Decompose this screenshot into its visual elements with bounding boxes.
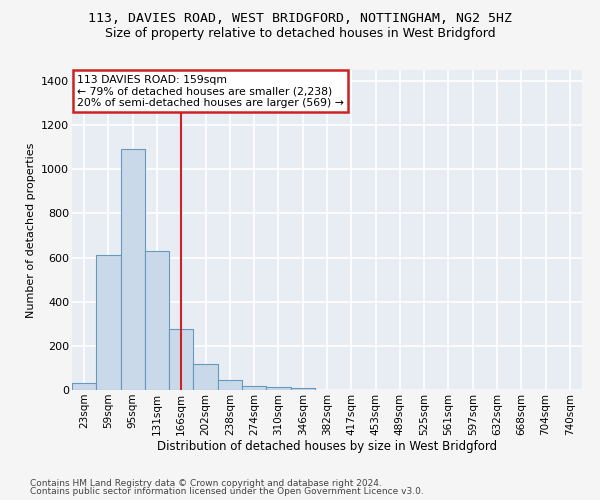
Text: 113 DAVIES ROAD: 159sqm
← 79% of detached houses are smaller (2,238)
20% of semi: 113 DAVIES ROAD: 159sqm ← 79% of detache… [77, 75, 344, 108]
Y-axis label: Number of detached properties: Number of detached properties [26, 142, 35, 318]
Bar [169, 330, 193, 390]
Text: Size of property relative to detached houses in West Bridgford: Size of property relative to detached ho… [104, 28, 496, 40]
Text: Contains public sector information licensed under the Open Government Licence v3: Contains public sector information licen… [30, 487, 424, 496]
Bar [121, 150, 145, 390]
Bar [242, 386, 266, 390]
Text: 113, DAVIES ROAD, WEST BRIDGFORD, NOTTINGHAM, NG2 5HZ: 113, DAVIES ROAD, WEST BRIDGFORD, NOTTIN… [88, 12, 512, 26]
X-axis label: Distribution of detached houses by size in West Bridgford: Distribution of detached houses by size … [157, 440, 497, 454]
Bar [266, 386, 290, 390]
Bar [145, 251, 169, 390]
Text: Contains HM Land Registry data © Crown copyright and database right 2024.: Contains HM Land Registry data © Crown c… [30, 478, 382, 488]
Bar [218, 380, 242, 390]
Bar [96, 256, 121, 390]
Bar [290, 388, 315, 390]
Bar [72, 384, 96, 390]
Bar [193, 364, 218, 390]
